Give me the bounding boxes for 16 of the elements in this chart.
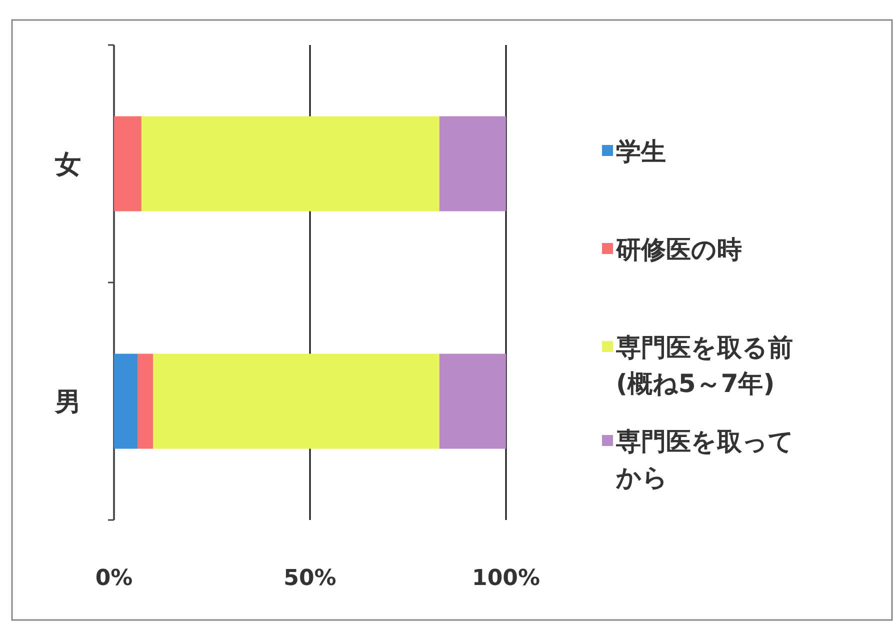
y-tick-label: 男: [54, 387, 81, 418]
x-tick-label: 100%: [472, 566, 540, 591]
x-tick-label: 0%: [95, 566, 133, 591]
bar: [439, 354, 506, 449]
bar: [114, 116, 142, 212]
legend-label: 専門医を取ってから: [615, 427, 794, 492]
bar: [138, 354, 154, 449]
bar: [114, 354, 138, 449]
legend-label: 研修医の時: [615, 235, 742, 264]
bar: [153, 354, 440, 449]
x-tick-label: 50%: [284, 566, 336, 591]
legend-label: 学生: [616, 137, 666, 166]
y-tick-label: 女: [54, 150, 81, 180]
bar: [439, 116, 506, 212]
legend-label: 専門医を取る前(概ね5～7年): [615, 333, 793, 398]
bar: [141, 116, 440, 212]
